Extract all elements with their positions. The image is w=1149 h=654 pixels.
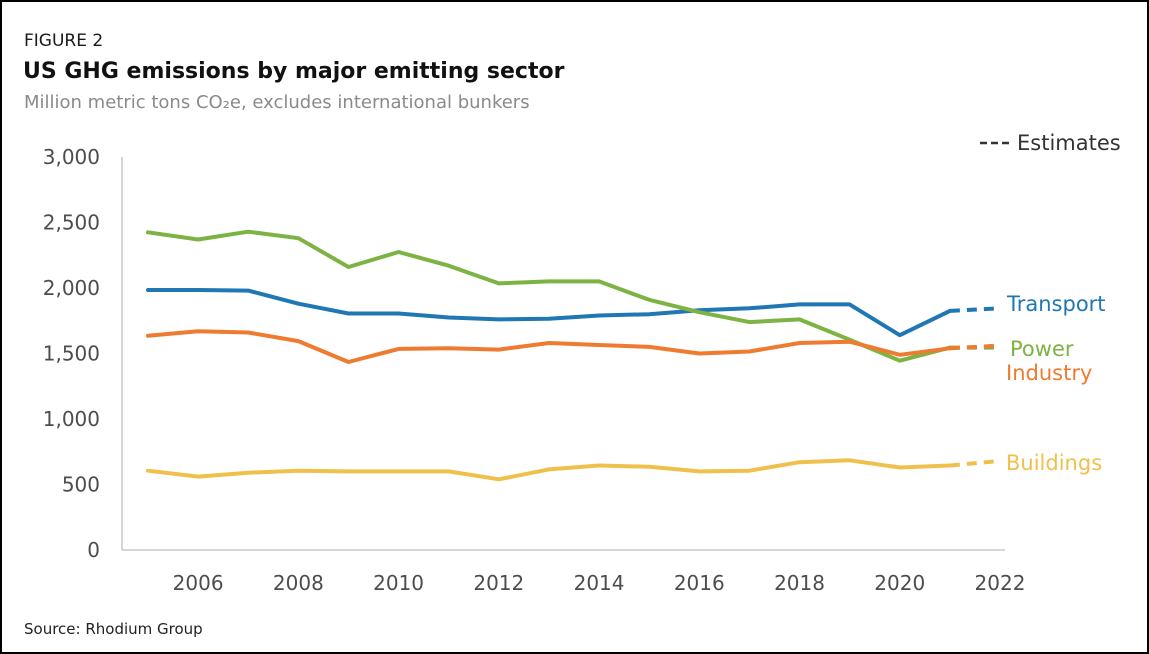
- estimates-legend-label: Estimates: [1017, 131, 1121, 155]
- x-tick-label: 2014: [574, 571, 625, 595]
- x-tick-label: 2012: [473, 571, 524, 595]
- industry-estimate-line: [949, 343, 1001, 351]
- y-tick-label: 3,000: [43, 145, 100, 169]
- x-tick-label: 2020: [874, 571, 925, 595]
- figure-label: FIGURE 2: [24, 31, 104, 51]
- buildings-series-label: Buildings: [1006, 451, 1102, 475]
- chart-subtitle: Million metric tons CO₂e, excludes inter…: [24, 92, 530, 113]
- industry-series-label: Industry: [1006, 361, 1092, 385]
- x-tick-label: 2016: [674, 571, 725, 595]
- x-tick-label: 2018: [774, 571, 825, 595]
- x-tick-label: 2008: [273, 571, 324, 595]
- y-tick-label: 1,000: [43, 407, 100, 431]
- y-tick-label: 500: [62, 473, 100, 497]
- power-series-label: Power: [1010, 337, 1074, 361]
- transport-estimate-line: [949, 306, 1001, 313]
- buildings-estimate-line: [949, 458, 1001, 468]
- transport-series-label: Transport: [1006, 292, 1106, 316]
- buildings-line: [146, 458, 952, 482]
- source-note: Source: Rhodium Group: [24, 620, 203, 638]
- y-tick-label: 1,500: [43, 342, 100, 366]
- industry-line: [146, 329, 952, 364]
- x-tick-label: 2010: [373, 571, 424, 595]
- power-line: [146, 229, 952, 363]
- y-tick-label: 2,500: [43, 211, 100, 235]
- x-tick-label: 2022: [975, 571, 1026, 595]
- chart-title: US GHG emissions by major emitting secto…: [23, 59, 565, 84]
- x-tick-label: 2006: [173, 571, 224, 595]
- y-tick-label: 0: [87, 538, 100, 562]
- y-tick-label: 2,000: [43, 276, 100, 300]
- transport-line: [146, 288, 952, 338]
